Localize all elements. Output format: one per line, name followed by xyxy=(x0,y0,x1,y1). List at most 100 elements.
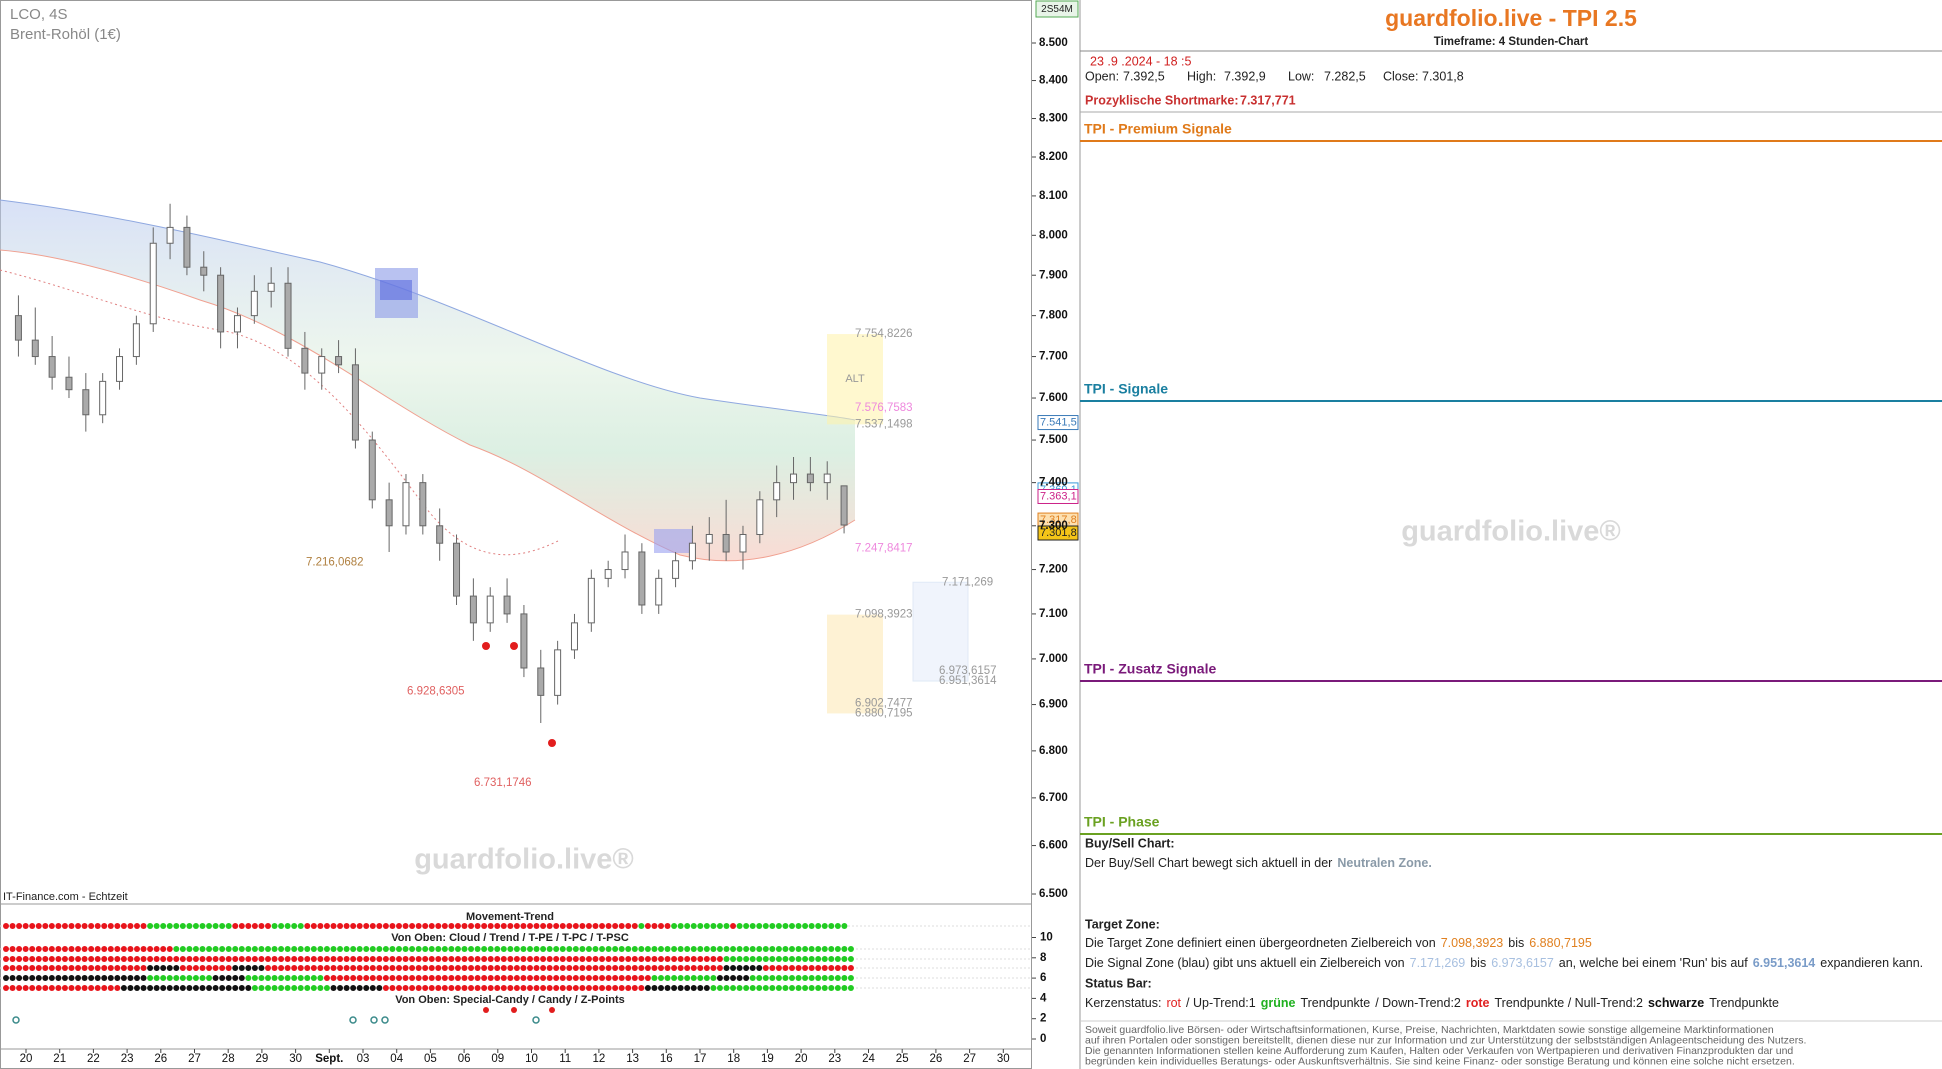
trend-dot xyxy=(605,923,612,929)
trend-dot xyxy=(396,965,402,971)
trend-dot xyxy=(297,985,304,991)
y-tick-label: 7.100 xyxy=(1039,608,1068,620)
trend-dot xyxy=(61,975,68,981)
trend-dot xyxy=(540,956,547,962)
trend-dot xyxy=(703,923,710,929)
trend-dot xyxy=(101,975,108,981)
trend-dot xyxy=(75,946,82,952)
trend-dot xyxy=(396,985,402,991)
trend-dot xyxy=(22,956,29,962)
trend-dot xyxy=(147,965,154,971)
x-tick-label: 06 xyxy=(458,1053,471,1065)
z-point xyxy=(532,1016,540,1024)
trend-dot xyxy=(238,965,245,971)
trend-dot xyxy=(841,923,848,929)
trend-dot xyxy=(749,985,756,991)
trend-dot xyxy=(3,985,9,991)
trend-dot xyxy=(376,923,383,929)
trend-dot xyxy=(101,956,108,962)
trend-dot xyxy=(658,956,664,962)
trend-dot xyxy=(585,965,592,971)
trend-dot xyxy=(101,923,108,929)
trend-dot xyxy=(376,956,383,962)
trend-dot xyxy=(206,975,213,981)
trend-dot xyxy=(284,946,291,952)
trend-dot xyxy=(219,975,226,981)
trend-dot xyxy=(35,956,42,962)
trend-dot xyxy=(651,985,658,991)
trend-dot xyxy=(795,946,802,952)
x-tick-label: 27 xyxy=(188,1053,201,1065)
candle-body xyxy=(402,482,410,527)
trend-dot xyxy=(435,975,442,981)
trend-dot xyxy=(769,923,776,929)
y-tick-label: 7.600 xyxy=(1039,392,1068,404)
trend-dot xyxy=(553,923,560,929)
trend-dot xyxy=(3,923,9,929)
trend-dot xyxy=(278,985,285,991)
trend-dot xyxy=(29,965,36,971)
trend-dot xyxy=(55,985,62,991)
zone-label: ALT xyxy=(845,373,865,385)
trend-dot xyxy=(435,985,442,991)
trend-dot xyxy=(284,965,291,971)
trend-dot xyxy=(323,923,330,929)
trend-dot xyxy=(369,965,376,971)
trend-dot xyxy=(343,946,350,952)
candle-body xyxy=(486,595,494,624)
trend-dot xyxy=(618,923,625,929)
trend-dot xyxy=(815,985,822,991)
trend-dot xyxy=(428,965,435,971)
candle-body xyxy=(655,577,663,606)
trend-dot xyxy=(559,956,566,962)
trend-dot xyxy=(297,923,304,929)
trend-dot xyxy=(533,965,540,971)
trend-dot xyxy=(186,985,193,991)
trend-dot xyxy=(703,956,710,962)
trend-dot xyxy=(716,975,723,981)
trend-dot xyxy=(834,985,841,991)
trend-dot xyxy=(782,975,789,981)
trend-dot xyxy=(166,923,173,929)
trend-dot xyxy=(618,965,625,971)
trend-dot xyxy=(828,946,835,952)
trend-dot xyxy=(494,975,501,981)
trend-dot xyxy=(48,965,55,971)
trend-dot xyxy=(245,956,252,962)
signal-box xyxy=(380,280,412,300)
trend-dot xyxy=(363,985,370,991)
trend-dot xyxy=(343,975,350,981)
trend-dot xyxy=(795,965,802,971)
trend-dot xyxy=(612,946,619,952)
trend-dot xyxy=(376,965,383,971)
trend-dot xyxy=(428,975,435,981)
price-tag-label: 7.541,5 xyxy=(1040,416,1077,428)
trend-dot xyxy=(160,975,167,981)
trend-dot xyxy=(271,923,278,929)
trend-dot xyxy=(114,946,121,952)
trend-dot xyxy=(664,956,671,962)
price-tag-label: 7.317,8 xyxy=(1040,514,1077,526)
trend-dot xyxy=(789,965,795,971)
trend-dot xyxy=(795,985,802,991)
trend-dot xyxy=(723,956,730,962)
trend-dot xyxy=(369,946,376,952)
trend-dot xyxy=(579,985,586,991)
trend-dot xyxy=(422,956,429,962)
trend-dot xyxy=(730,923,737,929)
candle-body xyxy=(351,364,359,441)
trend-dot xyxy=(802,965,809,971)
trend-dot xyxy=(199,956,206,962)
trend-dot xyxy=(507,965,514,971)
trend-dot xyxy=(140,965,147,971)
trend-dot xyxy=(841,985,848,991)
z-point xyxy=(12,1016,20,1024)
trend-dot xyxy=(134,985,140,991)
trend-dot xyxy=(448,975,455,981)
trend-dot xyxy=(461,923,468,929)
trend-dot xyxy=(710,985,717,991)
trend-dot xyxy=(127,975,134,981)
trend-dot xyxy=(756,985,763,991)
trend-dot xyxy=(644,985,651,991)
trend-dot xyxy=(363,965,370,971)
